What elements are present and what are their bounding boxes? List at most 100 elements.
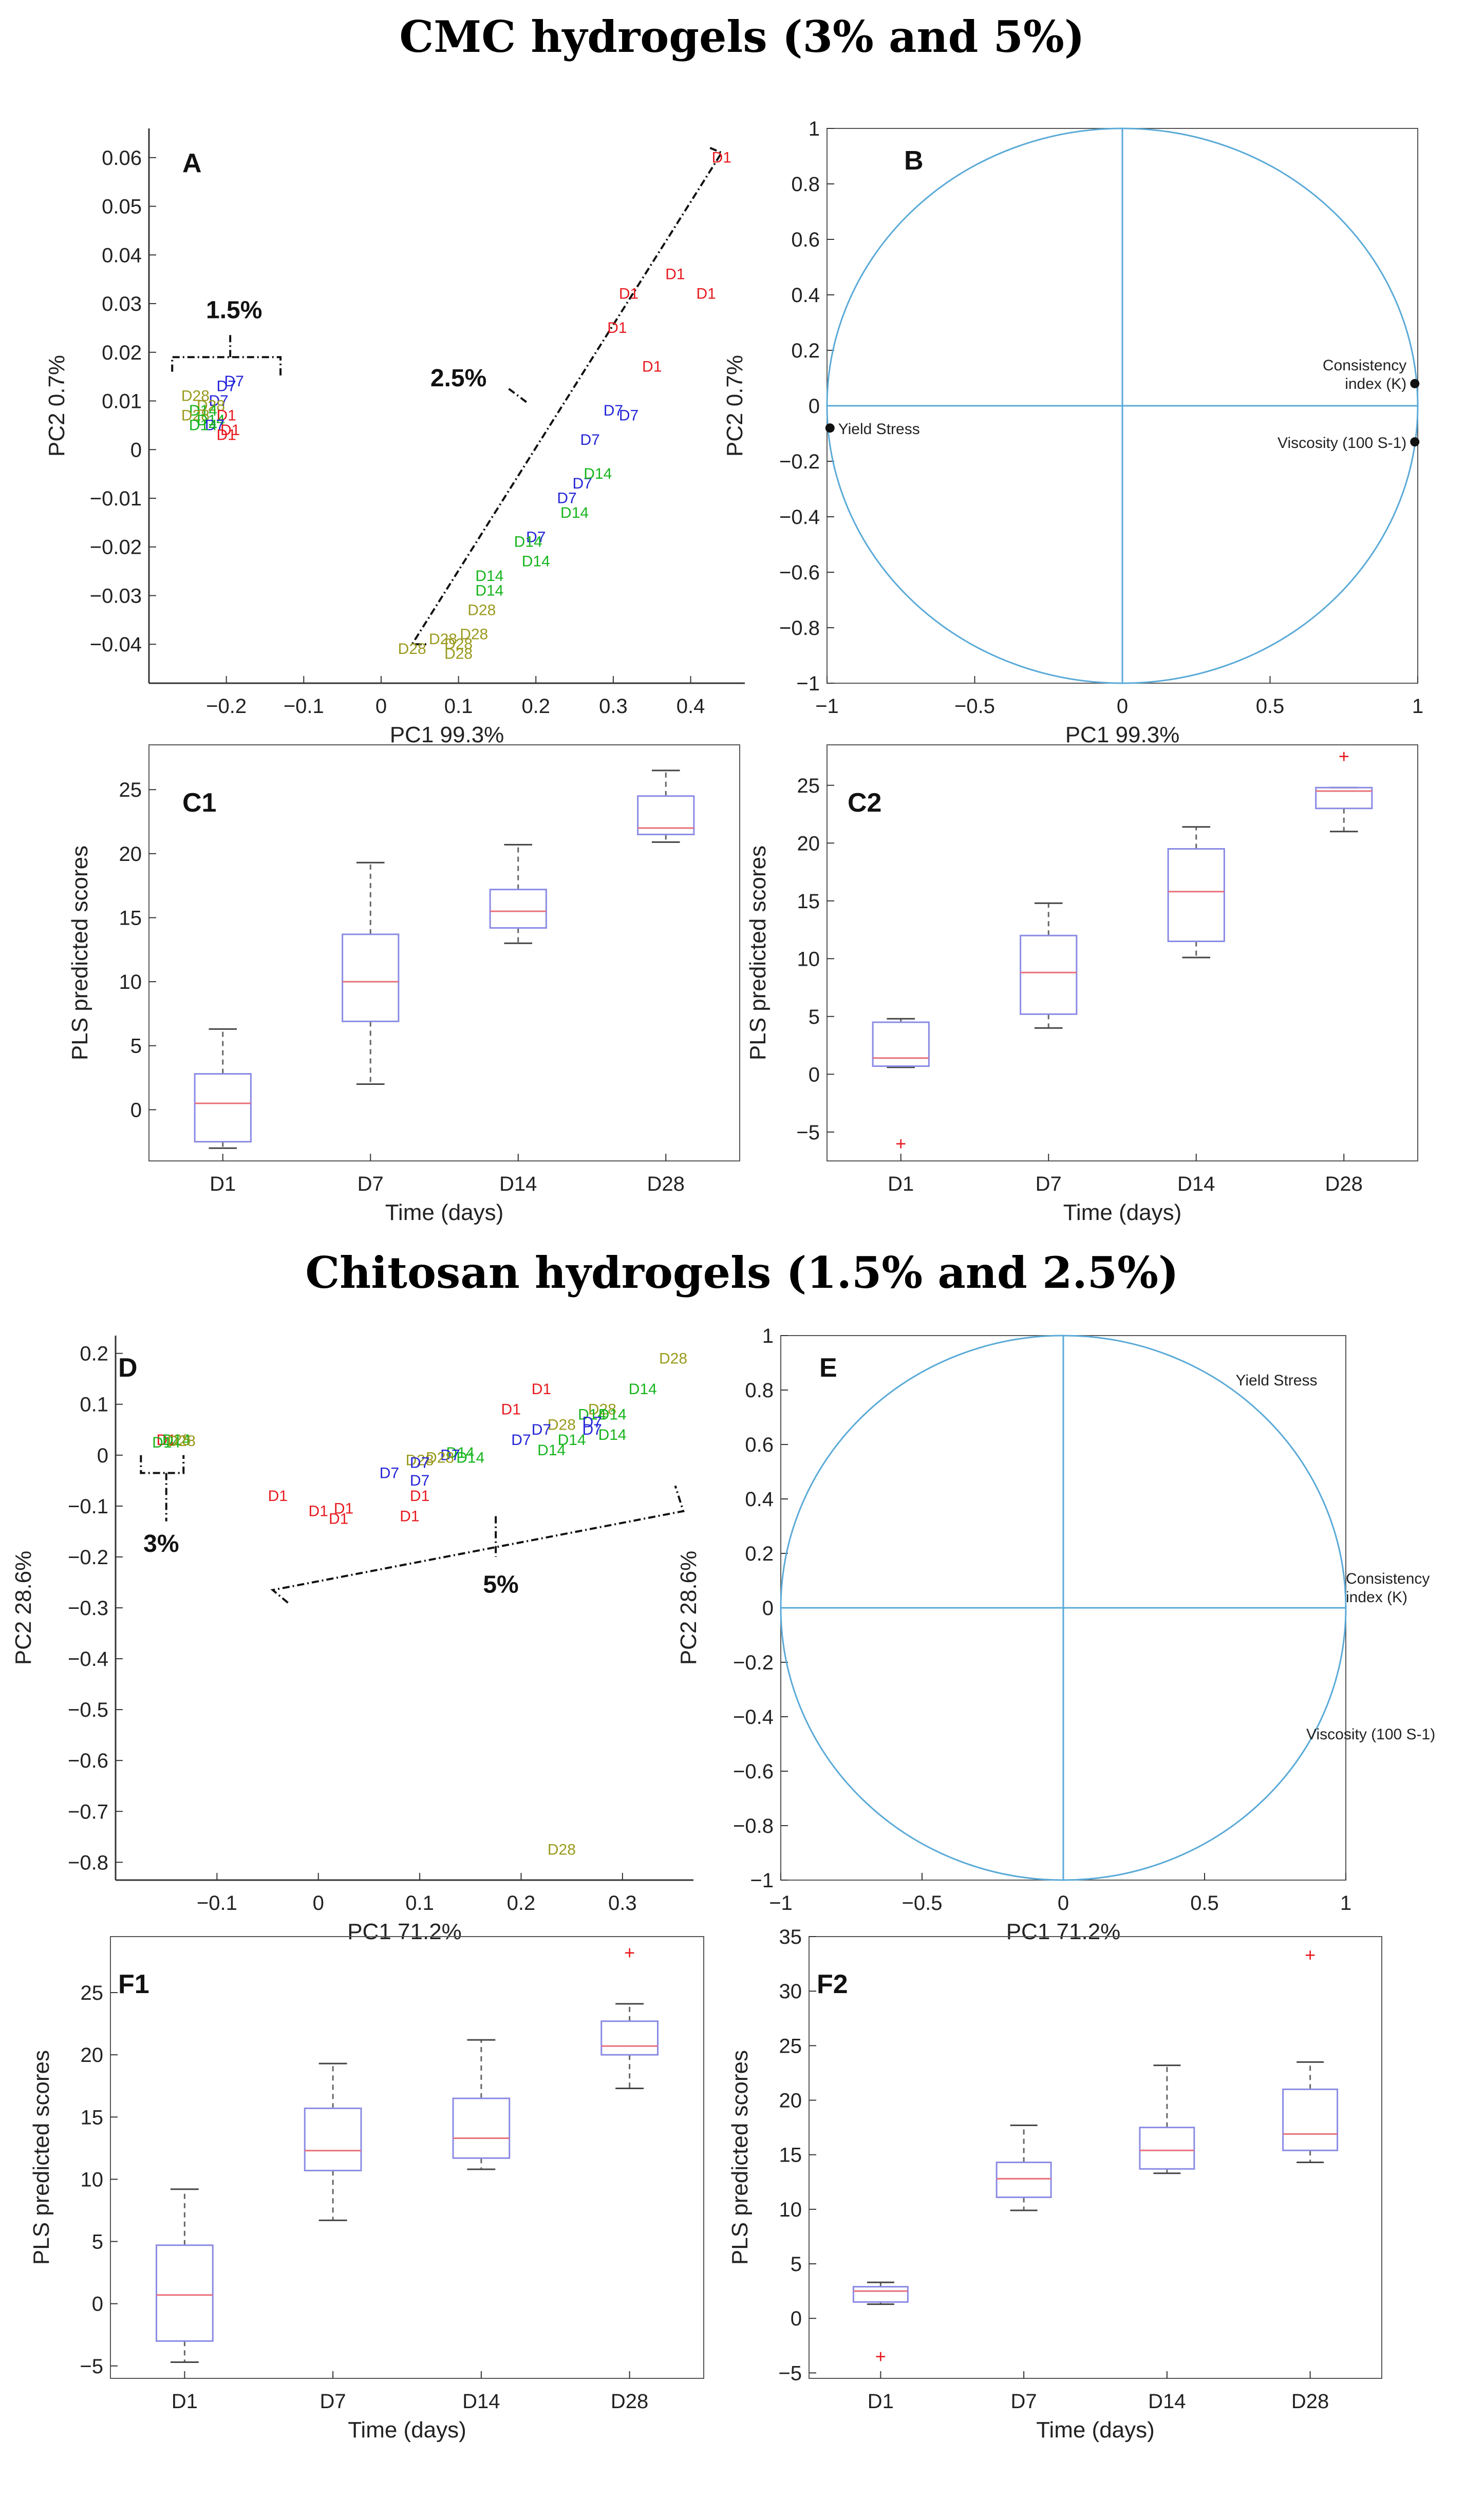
- point-d7: D7: [216, 378, 236, 395]
- y-tick-label: 25: [797, 775, 820, 797]
- box-d28: +: [1282, 1944, 1339, 2164]
- y-tick-label: −5: [796, 1121, 820, 1144]
- x-tick-label: −0.1: [284, 695, 324, 718]
- x-tick-label: −0.5: [902, 1892, 943, 1915]
- x-axis-label: Time (days): [348, 2417, 466, 2443]
- x-tick-label: 0.2: [507, 1892, 536, 1915]
- y-tick-label: 0.2: [791, 340, 820, 362]
- y-tick-label: 0.4: [745, 1488, 774, 1511]
- point-d1: D1: [329, 1511, 348, 1528]
- plot-frame: [110, 1936, 704, 2379]
- point-d7: D7: [440, 1447, 460, 1464]
- point-d14: D14: [189, 402, 217, 419]
- point-d28: D28: [467, 602, 496, 618]
- point-d14: D14: [537, 1442, 566, 1459]
- y-tick-label: 1: [809, 118, 820, 140]
- iqr-box: [872, 1021, 930, 1067]
- x-tick-label: 0: [1058, 1892, 1069, 1915]
- plot-frame: [809, 1936, 1382, 2379]
- y-tick-label: 0.6: [791, 229, 820, 251]
- point-d28: D28: [548, 1416, 576, 1433]
- y-tick-label: −0.2: [68, 1546, 108, 1569]
- y-tick-label: −5: [80, 2355, 103, 2378]
- x-tick-label: D28: [1291, 2390, 1329, 2413]
- y-tick-label: 15: [797, 890, 820, 913]
- iqr-box: [342, 933, 400, 1022]
- point-d14: D14: [560, 504, 589, 521]
- iqr-box: [852, 2286, 909, 2303]
- box-d1: +: [872, 1018, 930, 1154]
- box-d1: [194, 1028, 252, 1149]
- iqr-box: [1315, 786, 1373, 810]
- panel-b: −1 −0.8 −0.6 −0.4 −0.2 0 0.2 0.4 0.6 0.8 1 −1 −0.5 0 0…: [722, 118, 1423, 747]
- point-d7: D7: [532, 1421, 551, 1438]
- point-d28: D28: [429, 631, 457, 648]
- cmc-section-title: CMC hydrogels (3% and 5%): [399, 11, 1085, 62]
- point-d28: D28: [181, 407, 210, 424]
- panel-label: E: [819, 1353, 837, 1383]
- x-tick-label: 0.1: [405, 1892, 434, 1915]
- y-tick-label: 25: [119, 779, 142, 801]
- point-d14: D14: [578, 1406, 606, 1423]
- y-tick-label: 20: [779, 2090, 802, 2112]
- point-d14: D14: [629, 1381, 657, 1398]
- point-d28: D28: [197, 397, 225, 414]
- y-tick-label: −0.04: [90, 633, 142, 656]
- point-d7: D7: [224, 373, 244, 390]
- iqr-box: [1282, 2088, 1339, 2151]
- point-d14: D14: [152, 1434, 180, 1451]
- x-tick-label: 1: [1412, 695, 1423, 718]
- group-annotation: 2.5%: [430, 365, 486, 392]
- point-d1: D1: [642, 359, 662, 376]
- x-tick-label: 0: [375, 695, 387, 718]
- box-d7: [995, 2124, 1052, 2211]
- point-d7: D7: [205, 417, 224, 434]
- y-tick-label: 0: [809, 1063, 820, 1086]
- x-tick-label: 0.5: [1190, 1892, 1219, 1915]
- outlier-marker: +: [624, 1942, 635, 1963]
- x-tick-label: D14: [1177, 1173, 1215, 1195]
- point-d28: D28: [460, 626, 488, 643]
- y-tick-label: 0: [130, 1099, 142, 1121]
- plot-frame: [826, 744, 1418, 1161]
- group-bracket: [410, 147, 723, 646]
- y-axis-label: PLS predicted scores: [29, 2050, 54, 2265]
- point-d28: D28: [162, 1432, 191, 1449]
- box-d28: [637, 769, 695, 843]
- x-tick-label: D7: [358, 1173, 384, 1195]
- y-tick-label: 35: [779, 1926, 802, 1948]
- y-tick-label: −0.2: [733, 1651, 774, 1674]
- y-tick-label: 0.1: [80, 1394, 108, 1416]
- x-tick-label: D7: [320, 2390, 346, 2413]
- y-axis-label: PLS predicted scores: [745, 846, 771, 1060]
- point-d14: D14: [558, 1432, 586, 1449]
- point-d14: D14: [197, 412, 225, 429]
- y-axis-label: PC2 0.7%: [722, 355, 747, 457]
- loading-point: [825, 423, 835, 433]
- panel-a: −0.04 −0.03 −0.02 −0.01 0 0.01 0.02 0.03 0.04 0.0…: [44, 128, 745, 747]
- outlier-marker: +: [875, 2346, 886, 2367]
- iqr-box: [304, 2107, 362, 2171]
- group-bracket: [140, 1455, 185, 1474]
- point-d14: D14: [475, 582, 503, 599]
- iqr-box: [995, 2162, 1052, 2199]
- x-tick-label: D14: [462, 2390, 500, 2413]
- y-axis-label: PLS predicted scores: [727, 2050, 753, 2265]
- x-tick-label: 0.2: [521, 695, 550, 718]
- x-tick-label: 0.3: [608, 1892, 637, 1915]
- y-tick-label: 15: [779, 2144, 802, 2167]
- y-tick-label: −1: [796, 672, 820, 695]
- y-tick-label: 25: [779, 2035, 802, 2057]
- y-tick-label: 10: [779, 2199, 802, 2221]
- point-d1: D1: [216, 426, 236, 443]
- x-tick-label: 0.4: [677, 695, 705, 718]
- y-tick-label: −0.6: [733, 1760, 774, 1783]
- y-tick-label: 0: [809, 395, 820, 418]
- point-d7: D7: [410, 1455, 429, 1472]
- y-tick-label: −0.4: [68, 1648, 108, 1671]
- y-tick-label: −0.02: [90, 536, 142, 559]
- y-tick-label: −0.4: [779, 506, 820, 529]
- x-tick-label: D14: [1148, 2390, 1186, 2413]
- loading-point: [1410, 437, 1420, 447]
- y-axis-label: PLS predicted scores: [67, 846, 92, 1060]
